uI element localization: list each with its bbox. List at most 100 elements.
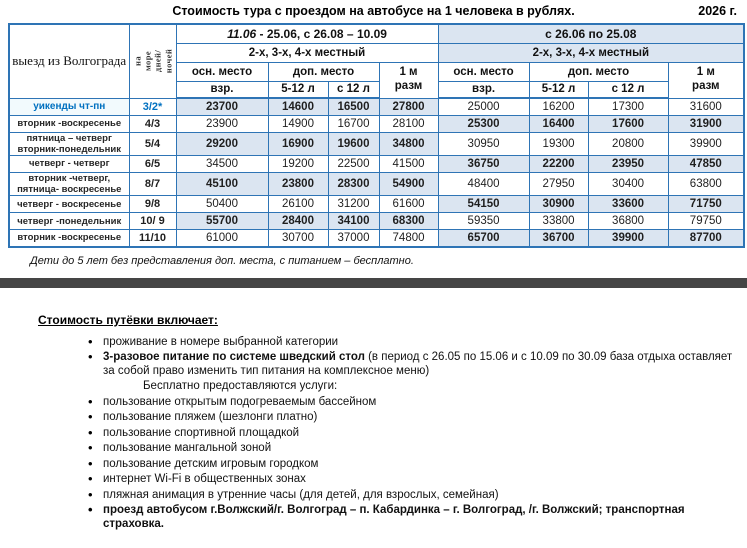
list-item: Бесплатно предоставляются услуги: xyxy=(143,380,338,393)
price-cell: 31200 xyxy=(327,195,380,214)
includes-list: проживание в номере выбранной категории 3… xyxy=(0,335,747,532)
child-age-header-p2: 5-12 л xyxy=(528,80,589,99)
price-cell: 19600 xyxy=(327,131,380,156)
extra-seat-header-p1: доп. место xyxy=(267,61,380,82)
section-divider xyxy=(0,277,747,288)
price-cell: 41500 xyxy=(378,154,439,173)
list-item-lead: 3-разовое питание по системе шведский ст… xyxy=(103,351,365,364)
price-cell: 36800 xyxy=(587,212,669,231)
price-cell: 16500 xyxy=(327,97,380,116)
adult-header-p2: взр. xyxy=(437,80,530,99)
price-cell: 71750 xyxy=(667,195,745,214)
list-item: проживание в номере выбранной категории xyxy=(0,335,747,350)
price-cell: 74800 xyxy=(378,229,439,248)
price-cell: 16400 xyxy=(528,114,589,133)
children-note: Дети до 5 лет без представления доп. мес… xyxy=(30,254,414,267)
includes-heading: Стоимость путёвки включает: xyxy=(38,312,218,327)
table-row: вторник -воскресенье 11/10 61000 30700 3… xyxy=(8,229,745,248)
list-item-text: (в период с 26.05 по 15.06 и с 10.09 по … xyxy=(103,351,733,377)
price-cell: 65700 xyxy=(437,229,530,248)
price-cell: 30950 xyxy=(437,131,530,156)
period1-start: 11.06 xyxy=(227,26,257,41)
title-bar: Стоимость тура с проездом на автобусе на… xyxy=(0,0,747,23)
price-cell: 28400 xyxy=(267,212,329,231)
price-cell: 36700 xyxy=(528,229,589,248)
days-cell: 8/7 xyxy=(128,171,177,197)
price-cell: 61600 xyxy=(378,195,439,214)
list-item-text: пользование мангальной зоной xyxy=(103,442,272,455)
price-cell: 19200 xyxy=(267,154,329,173)
single-room-header-p1: 1 м разм xyxy=(378,61,439,99)
row-label-cell: четверг - четверг xyxy=(8,154,130,173)
price-cell: 17600 xyxy=(587,114,669,133)
price-cell: 16200 xyxy=(528,97,589,116)
table-row: вторник -четверг, пятница- воскресенье 8… xyxy=(8,171,745,197)
extra-seat-header-p2: доп. место xyxy=(528,61,669,82)
row-label-cell: четверг -понедельник xyxy=(8,212,130,231)
list-item-text: интернет Wi-Fi в общественных зонах xyxy=(103,473,306,486)
days-cell: 9/8 xyxy=(128,195,177,214)
price-cell: 68300 xyxy=(378,212,439,231)
price-cell: 31900 xyxy=(667,114,745,133)
price-cell: 27800 xyxy=(378,97,439,116)
row-label-cell: уикенды чт-пн xyxy=(8,97,130,116)
days-cell: 4/3 xyxy=(128,114,177,133)
from12-header-p2: с 12 л xyxy=(587,80,669,99)
row-label-cell: четверг - воскресенье xyxy=(8,195,130,214)
table-row: четверг - воскресенье 9/8 50400 26100 31… xyxy=(8,195,745,214)
price-cell: 54900 xyxy=(378,171,439,197)
room-type-header-p1: 2-х, 3-х, 4-х местный xyxy=(175,42,439,63)
from12-header-p1: с 12 л xyxy=(327,80,380,99)
price-table-head: выезд из Волгограда на море дней/ ночей … xyxy=(8,23,745,99)
price-cell: 39900 xyxy=(667,131,745,156)
period2-header: с 26.06 по 25.08 xyxy=(437,23,745,44)
price-cell: 61000 xyxy=(175,229,269,248)
row-label-cell: пятница – четверг вторник-понедельник xyxy=(8,131,130,156)
price-cell: 59350 xyxy=(437,212,530,231)
price-cell: 22200 xyxy=(528,154,589,173)
list-item: пользование пляжем (шезлонги платно) xyxy=(0,410,747,425)
table-row: четверг -понедельник 10/ 9 55700 28400 3… xyxy=(8,212,745,231)
row-label-cell: вторник -воскресенье xyxy=(8,114,130,133)
child-age-header-p1: 5-12 л xyxy=(267,80,329,99)
price-cell: 14900 xyxy=(267,114,329,133)
row-label-cell: вторник -воскресенье xyxy=(8,229,130,248)
price-cell: 25300 xyxy=(437,114,530,133)
list-item: пользование спортивной площадкой xyxy=(0,426,747,441)
price-cell: 23900 xyxy=(175,114,269,133)
list-item: 3-разовое питание по системе шведский ст… xyxy=(0,350,747,378)
price-cell: 55700 xyxy=(175,212,269,231)
price-cell: 37000 xyxy=(327,229,380,248)
price-cell: 34800 xyxy=(378,131,439,156)
days-cell: 10/ 9 xyxy=(128,212,177,231)
list-item: проезд автобусом г.Волжский/г. Волгоград… xyxy=(0,503,747,531)
price-cell: 45100 xyxy=(175,171,269,197)
price-table: выезд из Волгограда на море дней/ ночей … xyxy=(8,23,746,248)
price-cell: 28100 xyxy=(378,114,439,133)
adult-header-p1: взр. xyxy=(175,80,269,99)
price-cell: 34100 xyxy=(327,212,380,231)
room-type-header-p2: 2-х, 3-х, 4-х местный xyxy=(437,42,745,63)
price-cell: 33800 xyxy=(528,212,589,231)
price-cell: 33600 xyxy=(587,195,669,214)
table-row: уикенды чт-пн 3/2* 23700 14600 16500 278… xyxy=(8,97,745,116)
main-seat-header-p2: осн. место xyxy=(437,61,530,82)
price-cell: 34500 xyxy=(175,154,269,173)
single-room-header-p2: 1 м разм xyxy=(667,61,745,99)
list-item-text: проживание в номере выбранной категории xyxy=(103,335,339,348)
list-item-text: пользование открытым подогреваемым бассе… xyxy=(103,395,377,408)
price-cell: 27950 xyxy=(528,171,589,197)
price-cell: 17300 xyxy=(587,97,669,116)
price-cell: 87700 xyxy=(667,229,745,248)
price-cell: 25000 xyxy=(437,97,530,116)
period1-header: 11.06 - 25.06, с 26.08 – 10.09 xyxy=(175,23,439,44)
price-cell: 14600 xyxy=(267,97,329,116)
list-item: пользование детским игровым городком xyxy=(0,457,747,472)
list-item-text: пользование спортивной площадкой xyxy=(103,426,300,439)
price-cell: 20800 xyxy=(587,131,669,156)
price-cell: 31600 xyxy=(667,97,745,116)
table-row: вторник -воскресенье 4/3 23900 14900 167… xyxy=(8,114,745,133)
days-rotated-header-cell: на море дней/ ночей xyxy=(128,23,177,99)
list-item: пляжная анимация в утренние часы (для де… xyxy=(0,488,747,503)
price-cell: 22500 xyxy=(327,154,380,173)
